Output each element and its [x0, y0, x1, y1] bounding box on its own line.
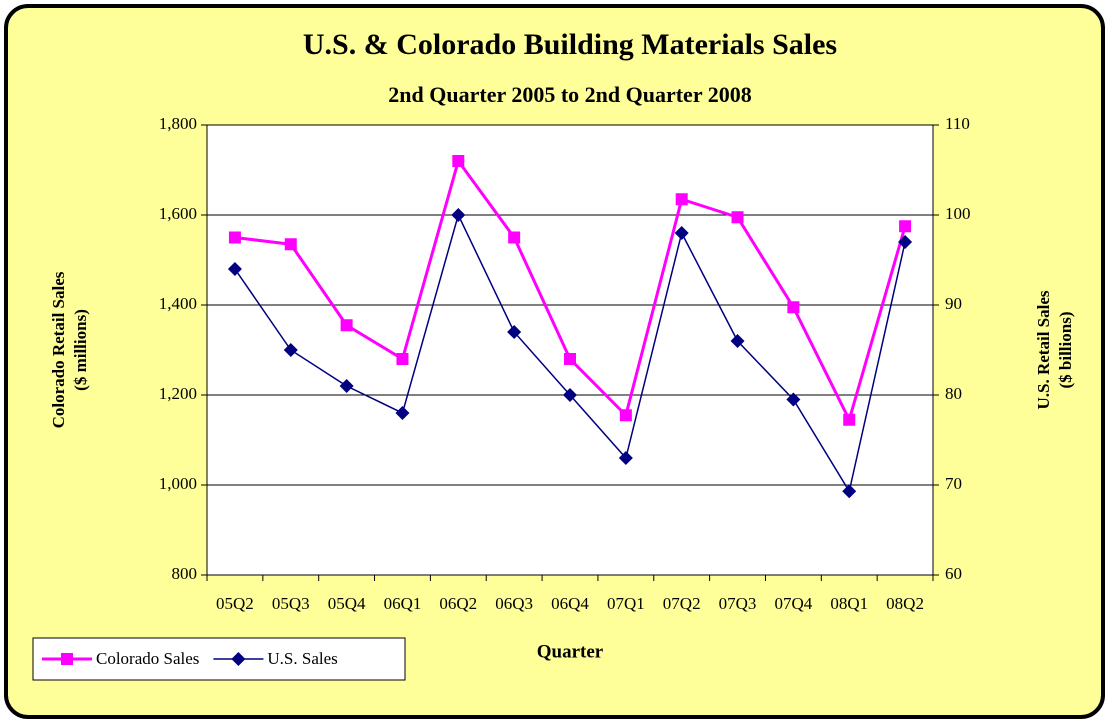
marker: [842, 484, 857, 499]
y2-tick-label: 60: [945, 564, 962, 583]
marker: [899, 220, 912, 233]
marker: [284, 238, 297, 251]
marker: [619, 409, 632, 422]
y-tick-label: 1,000: [159, 474, 197, 493]
y-tick-label: 1,600: [159, 204, 197, 223]
marker: [843, 413, 856, 426]
marker: [507, 325, 522, 339]
marker: [340, 319, 353, 332]
x-tick-label: 06Q4: [551, 594, 589, 613]
chart-subtitle: 2nd Quarter 2005 to 2nd Quarter 2008: [388, 82, 751, 107]
x-tick-label: 07Q2: [663, 594, 701, 613]
plot-border: [206, 124, 934, 576]
x-tick-label: 05Q2: [216, 594, 254, 613]
legend-label: U.S. Sales: [267, 649, 337, 668]
y-axis-title: Colorado Retail Sales: [49, 271, 68, 428]
y-axis-title: ($ millions): [71, 309, 90, 391]
marker: [452, 155, 465, 167]
marker: [228, 231, 241, 244]
x-tick-label: 06Q3: [495, 594, 533, 613]
x-tick-label: 07Q3: [719, 594, 757, 613]
marker: [451, 208, 466, 222]
chart-title: U.S. & Colorado Building Materials Sales: [303, 28, 837, 61]
x-tick-label: 07Q1: [607, 594, 645, 613]
marker: [731, 211, 744, 224]
legend-marker: [61, 653, 73, 665]
marker: [786, 392, 801, 407]
y-tick-label: 1,400: [159, 294, 197, 313]
marker: [675, 193, 688, 206]
marker: [564, 353, 576, 365]
marker: [898, 235, 913, 249]
marker: [396, 353, 409, 365]
x-tick-label: 07Q4: [774, 594, 812, 613]
x-axis-title: Quarter: [537, 641, 604, 662]
legend-marker: [231, 652, 246, 666]
x-tick-label: 08Q2: [886, 594, 924, 613]
y2-tick-label: 100: [945, 204, 971, 223]
marker: [618, 451, 633, 465]
x-tick-label: 06Q1: [384, 594, 422, 613]
y2-tick-label: 110: [945, 114, 970, 133]
y2-axis-title: U.S. Retail Sales: [1034, 290, 1053, 409]
marker: [563, 388, 577, 402]
y-tick-label: 1,200: [159, 384, 197, 403]
marker: [787, 301, 800, 314]
marker: [339, 379, 354, 393]
x-tick-label: 05Q3: [272, 594, 310, 613]
marker: [227, 262, 242, 276]
plot-area: [207, 125, 933, 575]
legend-label: Colorado Sales: [96, 649, 199, 668]
x-tick-label: 06Q2: [439, 594, 477, 613]
y-tick-label: 800: [172, 564, 198, 583]
marker: [395, 406, 410, 420]
marker: [283, 343, 298, 357]
y2-tick-label: 90: [945, 294, 962, 313]
y2-axis-title: ($ billions): [1056, 312, 1075, 389]
marker: [674, 226, 689, 240]
y2-tick-label: 70: [945, 474, 962, 493]
y-tick-label: 1,800: [159, 114, 197, 133]
marker: [730, 334, 745, 348]
x-tick-label: 08Q1: [830, 594, 868, 613]
y2-tick-label: 80: [945, 384, 962, 403]
x-tick-label: 05Q4: [328, 594, 366, 613]
marker: [508, 231, 521, 244]
